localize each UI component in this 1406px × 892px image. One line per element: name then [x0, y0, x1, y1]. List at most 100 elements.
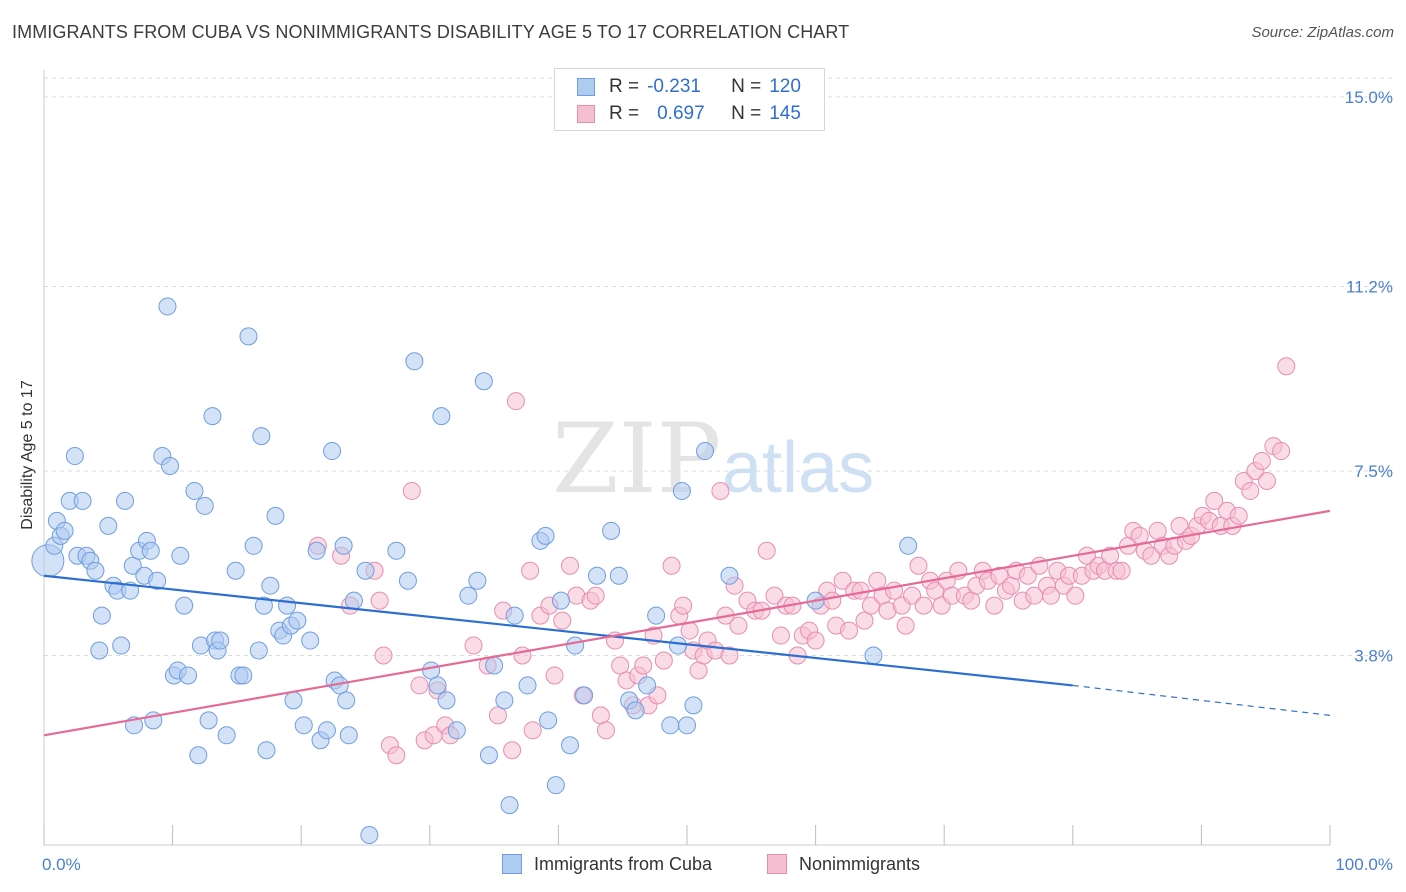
nonimmigrants-point [855, 611, 874, 630]
nonimmigrants-point [503, 741, 522, 760]
cuba-point [398, 571, 417, 590]
nonimmigrants-point [662, 556, 681, 575]
cuba-point [422, 661, 441, 680]
nonimmigrants-point [488, 706, 507, 725]
cuba-point [266, 506, 285, 525]
cuba-point [284, 691, 303, 710]
cuba-point [90, 641, 109, 660]
nonimmigrants-point [1002, 576, 1021, 595]
cuba-point [720, 566, 739, 585]
cuba-point [257, 741, 276, 760]
nonimmigrants-point [553, 611, 572, 630]
legend-r-value-nonimmigrants: 0.697 [657, 103, 705, 124]
cuba-point [234, 666, 253, 685]
cuba-trend-line [43, 574, 1073, 687]
cuba-point [301, 631, 320, 650]
nonimmigrants-point [586, 586, 605, 605]
cuba-point [575, 686, 594, 705]
x-tick-labels: 0.0% 100.0% [42, 855, 1393, 874]
bottom-legend-swatch-nonimmigrants [767, 854, 787, 874]
nonimmigrants-point [926, 581, 945, 600]
nonimmigrants-point [560, 556, 579, 575]
cuba-point [500, 796, 519, 815]
cuba-point [344, 591, 363, 610]
cuba-point [254, 596, 273, 615]
cuba-point [668, 636, 687, 655]
nonimmigrants-point [729, 616, 748, 635]
cuba-point [638, 676, 657, 695]
cuba-trend-extension [1072, 684, 1331, 716]
nonimmigrants-point [806, 631, 825, 650]
nonimmigrants-point [387, 746, 406, 765]
nonimmigrants-point [1252, 452, 1271, 471]
bottom-legend-label-nonimmigrants: Nonimmigrants [799, 853, 921, 874]
cuba-point [479, 746, 498, 765]
cuba-point [171, 546, 190, 565]
chart-title: IMMIGRANTS FROM CUBA VS NONIMMIGRANTS DI… [12, 22, 850, 42]
cuba-point [199, 711, 218, 730]
nonimmigrants-point [521, 561, 540, 580]
axes [43, 70, 1331, 846]
y-tick-label: 3.8% [1354, 647, 1393, 666]
nonimmigrants-point [370, 591, 389, 610]
nonimmigrants-point [654, 651, 673, 670]
nonimmigrants-point [1142, 546, 1161, 565]
cuba-point [261, 576, 280, 595]
cuba-point [546, 776, 565, 795]
cuba-point [317, 721, 336, 740]
nonimmigrants-point [374, 646, 393, 665]
bottom-legend-label-cuba: Immigrants from Cuba [534, 853, 713, 874]
nonimmigrants-point [674, 596, 693, 615]
nonimmigrants-point [868, 571, 887, 590]
y-tick-labels: 3.8% 7.5% 11.2% 15.0% [1345, 88, 1393, 666]
cuba-point [158, 297, 177, 316]
nonimmigrants-point [591, 706, 610, 725]
cuba-point [405, 352, 424, 371]
watermark-zip: ZIP [552, 403, 721, 515]
legend-n-value-cuba: 120 [769, 76, 801, 97]
bottom-legend-swatch-cuba [502, 854, 522, 874]
nonimmigrants-point [634, 656, 653, 675]
cuba-point [696, 442, 715, 461]
nonimmigrants-point [720, 646, 739, 665]
nonimmigrants-point [1272, 442, 1291, 461]
nonimmigrants-point [1229, 506, 1248, 525]
cuba-point [899, 536, 918, 555]
cuba-point [339, 726, 358, 745]
cuba-point [505, 606, 524, 625]
cuba-point [112, 636, 131, 655]
nonimmigrants-point [823, 591, 842, 610]
cuba-point [249, 641, 268, 660]
nonimmigrants-point [903, 586, 922, 605]
cuba-point [99, 516, 118, 535]
cuba-point [864, 646, 883, 665]
cuba-point [116, 491, 135, 510]
nonimmigrants-point [513, 646, 532, 665]
cuba-point [495, 691, 514, 710]
nonimmigrants-point [1148, 521, 1167, 540]
nonimmigrants-point [1112, 561, 1131, 580]
chart-source: Source: ZipAtlas.com [1251, 24, 1394, 41]
cuba-point [278, 596, 297, 615]
cuba-point [551, 591, 570, 610]
cuba-point [518, 676, 537, 695]
cuba-point [239, 327, 258, 346]
nonimmigrants-point [896, 616, 915, 635]
cuba-point [566, 636, 585, 655]
y-axis-label: Disability Age 5 to 17 [19, 380, 36, 530]
nonimmigrants-point [402, 481, 421, 500]
cuba-point [560, 736, 579, 755]
cuba-point [678, 716, 696, 735]
legend: R = -0.231 N = 120 R = 0.697 N = 145 [554, 68, 825, 131]
nonimmigrants-point [914, 596, 933, 615]
legend-n-label: N = [731, 103, 762, 124]
nonimmigrants-point [1041, 586, 1060, 605]
nonimmigrants-point [410, 676, 429, 695]
nonimmigrants-point [861, 596, 880, 615]
legend-swatch-cuba [577, 78, 595, 96]
cuba-point [73, 491, 92, 510]
cuba-point [609, 566, 628, 585]
nonimmigrants-point [990, 566, 1009, 585]
cuba-point [432, 407, 451, 426]
x-tick-label: 100.0% [1335, 855, 1393, 874]
